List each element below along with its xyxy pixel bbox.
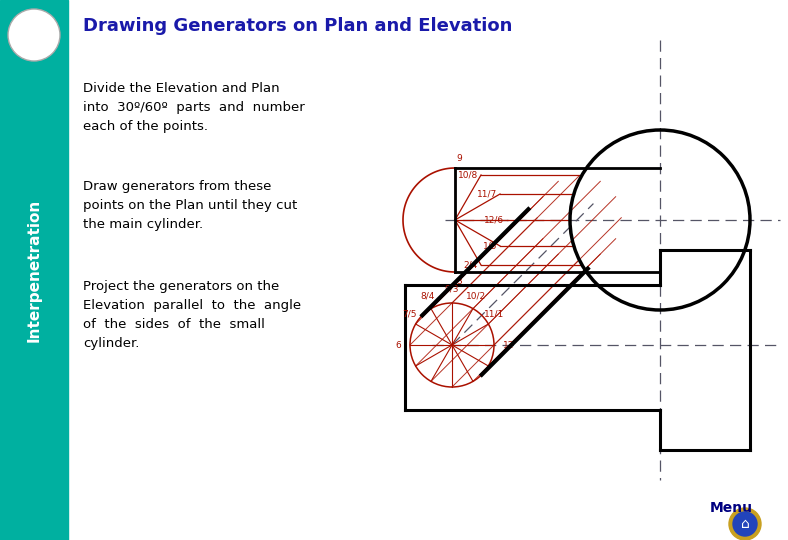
Text: Interpenetration: Interpenetration xyxy=(27,198,42,342)
Text: 7/5: 7/5 xyxy=(403,309,417,319)
Text: 9: 9 xyxy=(456,154,462,163)
Text: Project the generators on the
Elevation  parallel  to  the  angle
of  the  sides: Project the generators on the Elevation … xyxy=(83,280,301,350)
Text: Menu: Menu xyxy=(710,501,753,515)
Text: 1/5: 1/5 xyxy=(482,241,497,251)
Text: 11/1: 11/1 xyxy=(485,309,504,319)
Text: 2/4: 2/4 xyxy=(464,260,478,269)
Circle shape xyxy=(733,512,757,536)
Bar xyxy=(0,0,68,540)
Text: 3: 3 xyxy=(456,277,462,286)
Text: 12: 12 xyxy=(503,341,515,349)
Text: 10/8: 10/8 xyxy=(458,171,478,179)
Text: ⌂: ⌂ xyxy=(741,517,749,531)
Text: Drawing Generators on Plan and Elevation: Drawing Generators on Plan and Elevation xyxy=(83,17,512,35)
Text: Draw generators from these
points on the Plan until they cut
the main cylinder.: Draw generators from these points on the… xyxy=(83,180,297,231)
Text: 9/3: 9/3 xyxy=(444,285,459,294)
Circle shape xyxy=(8,9,60,61)
Text: 6: 6 xyxy=(396,341,401,349)
Text: 8/4: 8/4 xyxy=(420,292,435,301)
Text: Divide the Elevation and Plan
into  30º/60º  parts  and  number
each of the poin: Divide the Elevation and Plan into 30º/6… xyxy=(83,82,305,133)
Circle shape xyxy=(729,508,761,540)
Text: 12/6: 12/6 xyxy=(484,215,504,225)
Text: 11/7: 11/7 xyxy=(477,190,497,199)
Text: 10/2: 10/2 xyxy=(466,292,486,301)
